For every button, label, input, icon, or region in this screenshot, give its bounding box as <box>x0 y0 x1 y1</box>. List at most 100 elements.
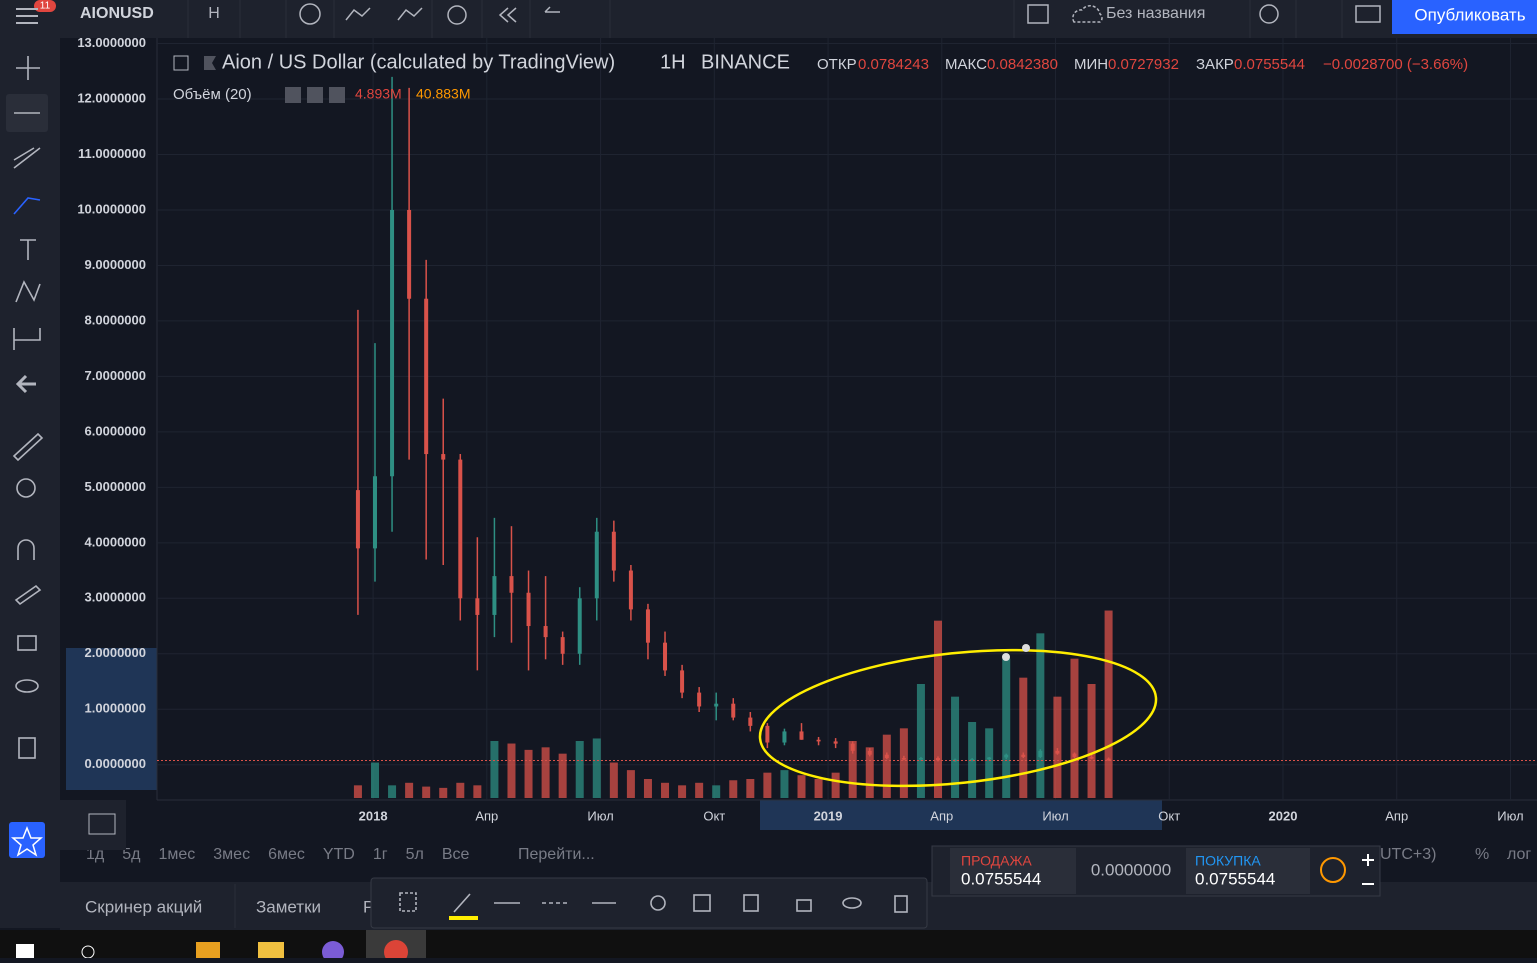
y-tick-label: 13.0000000 <box>77 35 146 50</box>
sell-button[interactable] <box>950 848 1076 894</box>
low-label: МИН <box>1074 56 1108 73</box>
badge <box>34 0 56 12</box>
grid <box>157 38 1537 800</box>
volume-bar <box>439 787 448 798</box>
volume-bar <box>507 743 516 798</box>
drawing-toolbar-icons[interactable] <box>399 892 908 920</box>
timezone[interactable]: UTC+3) <box>1380 846 1436 863</box>
candle-body <box>833 741 838 744</box>
candle-body <box>1038 750 1043 757</box>
x-tick-label: Июл <box>587 808 613 823</box>
period-button[interactable]: 1мес <box>158 846 195 863</box>
period-button[interactable]: 5д <box>122 846 141 863</box>
y-tick-label: 8.0000000 <box>85 312 146 327</box>
legend-exchange[interactable]: BINANCE <box>701 51 790 73</box>
period-button[interactable]: 5л <box>406 846 424 863</box>
star-icon <box>11 825 43 857</box>
candle-body <box>748 717 753 726</box>
period-button[interactable]: 1г <box>373 846 388 863</box>
log[interactable]: лог <box>1507 846 1531 863</box>
interval[interactable]: H <box>208 5 220 22</box>
buy-button[interactable] <box>1186 848 1310 894</box>
y-tick-label: 9.0000000 <box>85 257 146 272</box>
close-value: 0.0755544 <box>1234 56 1305 73</box>
sell-label[interactable]: ПРОДАЖА <box>961 853 1032 869</box>
candle-body <box>560 637 565 654</box>
handle[interactable] <box>1022 644 1030 652</box>
candle-body <box>543 626 548 638</box>
period-button[interactable]: 3мес <box>213 846 250 863</box>
candle-body <box>884 754 889 759</box>
volume-bar <box>388 785 397 798</box>
low-value: 0.0727932 <box>1108 56 1179 73</box>
collapse-icon[interactable] <box>173 55 189 71</box>
period-button[interactable]: 1д <box>86 846 105 863</box>
y-tick-label: 5.0000000 <box>85 479 146 494</box>
goto[interactable]: Перейти... <box>518 846 595 863</box>
volume-bar <box>933 620 942 798</box>
tab[interactable]: Заметки <box>256 897 321 916</box>
buy-price[interactable]: 0.0755544 <box>1195 869 1275 888</box>
layout-name[interactable]: Без названия <box>1106 5 1205 22</box>
qty-buttons[interactable] <box>1362 854 1374 885</box>
volume-controls[interactable] <box>285 87 345 103</box>
x-tick-label: Июл <box>1042 808 1068 823</box>
volume-bar <box>797 775 806 798</box>
volume-bar <box>882 734 891 798</box>
percent[interactable]: % <box>1475 846 1489 863</box>
high-value: 0.0842380 <box>987 56 1058 73</box>
volume-bar <box>763 772 772 798</box>
x-tick-label: 2019 <box>814 808 843 823</box>
drawing-tools[interactable] <box>6 56 48 759</box>
volume-title: Объём (20) <box>173 86 252 103</box>
candle-body <box>1004 754 1009 758</box>
y-tick-label: 1.0000000 <box>85 701 146 716</box>
volume-bar <box>1087 684 1096 798</box>
volume-bar <box>370 762 379 798</box>
period-button[interactable]: 6мес <box>268 846 305 863</box>
volume-bar <box>814 779 823 798</box>
handle[interactable] <box>1002 653 1010 661</box>
favorites-button[interactable] <box>9 822 45 858</box>
volume-bar <box>1036 633 1045 798</box>
candle-body <box>577 598 582 654</box>
open-value: 0.0784243 <box>858 56 929 73</box>
price-range-highlight <box>66 648 157 790</box>
toolbar-icons[interactable] <box>299 3 1381 25</box>
spread: 0.0000000 <box>1091 860 1171 879</box>
taskbar <box>0 930 1537 958</box>
y-tick-label: 11.0000000 <box>78 146 146 161</box>
volume-bar <box>405 782 414 798</box>
comment-panel[interactable] <box>60 800 126 850</box>
volume-bar <box>541 747 550 798</box>
symbol[interactable]: AIONUSD <box>80 5 154 22</box>
volume-bar <box>490 741 499 798</box>
y-tick-label: 7.0000000 <box>85 368 146 383</box>
menu-icon[interactable] <box>16 8 38 24</box>
close-label: ЗАКР <box>1196 56 1234 73</box>
ohlc: ОТКР 0.0784243 МАКС 0.0842380 МИН 0.0727… <box>817 56 1468 73</box>
volume-value: 4.893M <box>355 86 402 102</box>
publish-label[interactable]: Опубликовать <box>1414 5 1525 24</box>
period-button[interactable]: YTD <box>323 846 355 863</box>
hand-drawn-ellipse[interactable] <box>753 633 1162 804</box>
tab[interactable]: Скринер акций <box>85 897 202 916</box>
period-button[interactable]: Все <box>442 846 470 863</box>
sell-price[interactable]: 0.0755544 <box>961 869 1041 888</box>
info-icon[interactable] <box>1320 857 1346 883</box>
tab[interactable]: Р <box>363 897 374 916</box>
volume-bar <box>643 779 652 798</box>
candle-body <box>355 490 360 549</box>
candle-body <box>492 576 497 615</box>
volume-bar <box>848 741 857 798</box>
buy-label[interactable]: ПОКУПКА <box>1195 853 1261 869</box>
candle-body <box>509 576 514 593</box>
candle-body <box>1089 756 1094 759</box>
y-tick-label: 12.0000000 <box>77 90 146 105</box>
volume-bar <box>575 741 584 798</box>
top-toolbar <box>0 0 1537 38</box>
candle-body <box>441 454 446 460</box>
volume-bar <box>456 782 465 798</box>
publish-button[interactable] <box>1392 0 1537 34</box>
